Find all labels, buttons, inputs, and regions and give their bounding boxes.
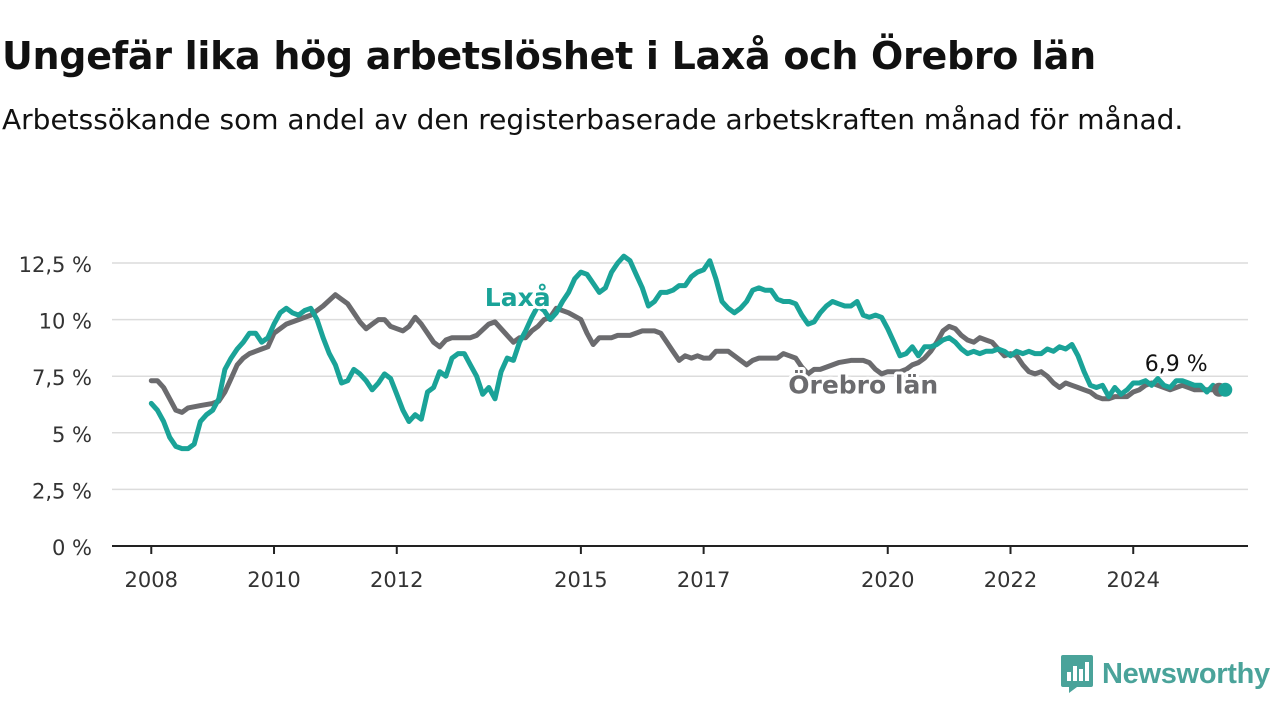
series-label-orebro-lan: Örebro län xyxy=(788,369,938,399)
end-value-label: 6,9 % xyxy=(1145,352,1208,377)
x-tick-label: 2024 xyxy=(1107,568,1160,592)
y-tick-label: 0 % xyxy=(52,536,92,560)
x-tick-label: 2010 xyxy=(247,568,300,592)
x-tick-label: 2022 xyxy=(984,568,1037,592)
x-tick-label: 2012 xyxy=(370,568,423,592)
newsworthy-logo-icon xyxy=(1061,655,1093,693)
brand-name: Newsworthy xyxy=(1102,657,1270,690)
x-tick-label: 2017 xyxy=(677,568,730,592)
x-tick-label: 2020 xyxy=(861,568,914,592)
y-tick-label: 2,5 % xyxy=(32,479,92,503)
series-end-dot xyxy=(1218,382,1233,397)
brand-logo: Newsworthy xyxy=(1060,654,1270,694)
x-tick-label: 2015 xyxy=(554,568,607,592)
y-tick-label: 12,5 % xyxy=(19,253,92,277)
chart-title: Ungefär lika hög arbetslöshet i Laxå och… xyxy=(2,34,1096,78)
series-line-laxa xyxy=(148,253,1228,452)
series-line-orebro-lan xyxy=(148,292,1222,415)
series-label-laxa: Laxå xyxy=(485,283,551,312)
chart-subtitle: Arbetssökande som andel av den registerb… xyxy=(2,103,1184,136)
y-tick-label: 7,5 % xyxy=(32,366,92,390)
y-tick-label: 5 % xyxy=(52,423,92,447)
y-tick-label: 10 % xyxy=(39,310,92,334)
x-tick-label: 2008 xyxy=(125,568,178,592)
